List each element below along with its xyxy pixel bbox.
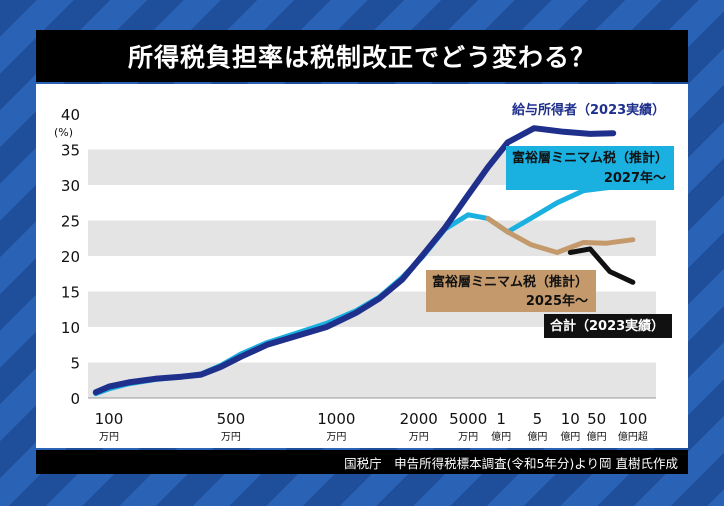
y-tick-label: 0: [70, 390, 80, 408]
x-tick-label: 1000: [317, 410, 355, 428]
series-label: 富裕層ミニマム税（推計） 2025年〜: [426, 270, 596, 312]
series-line: [485, 215, 636, 255]
series-label-text: 富裕層ミニマム税（推計）: [432, 274, 588, 290]
x-tick-label: 500: [217, 410, 246, 428]
y-tick-label: 30: [61, 177, 80, 195]
x-tick-unit: 万円: [458, 432, 478, 443]
x-tick-unit: 億円: [527, 430, 547, 443]
series-label: 給与所得者（2023実績）: [506, 98, 674, 122]
x-tick-unit: 億円超: [618, 430, 648, 443]
x-tick-unit: 億円: [491, 430, 511, 443]
series-label-bg: [544, 314, 672, 338]
x-axis: 100 万円 500 万円 1000 万円 2000 万円 5000 万円 1 億円 5 億円 10 億円 50…: [95, 410, 648, 443]
y-axis: 0 5 10 15 20 25 30 35 40 (%): [54, 106, 80, 408]
page-title: 所得税負担率は税制改正でどう変わる？: [36, 30, 688, 82]
series-line: [92, 125, 617, 396]
series-label-bg: [506, 146, 674, 190]
y-tick-label: 40: [61, 106, 80, 124]
y-tick-label: 15: [61, 284, 80, 302]
x-tick-unit: 万円: [326, 432, 346, 443]
series-line: [567, 246, 636, 285]
x-tick-unit: 万円: [99, 432, 119, 443]
series-labels: 給与所得者（2023実績）富裕層ミニマム税（推計）2027年〜富裕層ミニマム税（…: [426, 98, 674, 338]
y-tick-label: 25: [61, 213, 80, 231]
x-tick-unit: 万円: [221, 432, 241, 443]
y-tick-label: 35: [61, 142, 80, 160]
x-tick-label: 100: [619, 410, 648, 428]
series-lines: [92, 125, 636, 397]
series-label: 富裕層ミニマム税（推計） 2027年〜: [506, 146, 674, 190]
series-label-text: 富裕層ミニマム税（推計）: [512, 150, 668, 166]
y-tick-label: 10: [61, 319, 80, 337]
series-label-bg: [506, 98, 674, 122]
x-tick-label: 1: [496, 410, 506, 428]
x-tick-label: 2000: [400, 410, 438, 428]
x-tick-label: 50: [587, 410, 606, 428]
chart-panel: 0 5 10 15 20 25 30 35 40 (%) 100 万円 500 万円 1000 万円 2000…: [36, 84, 688, 448]
x-tick-label: 10: [561, 410, 580, 428]
source-note: 国税庁 申告所得税標本調査(令和5年分)より岡 直樹氏作成: [36, 450, 688, 474]
x-tick-unit: 億円: [587, 430, 607, 443]
series-label: 合計（2023実績）: [544, 314, 672, 338]
series-label-text: 合計（2023実績）: [550, 318, 664, 334]
x-tick-label: 5: [533, 410, 543, 428]
series-label-bg: [426, 270, 596, 312]
series-label-text: 2027年〜: [604, 170, 666, 186]
x-tick-unit: 億円: [560, 430, 580, 443]
y-tick-label: 20: [61, 248, 80, 266]
y-tick-label: 5: [70, 355, 80, 373]
series-label-text: 給与所得者（2023実績）: [512, 102, 665, 118]
x-tick-label: 100: [95, 410, 124, 428]
x-tick-unit: 万円: [409, 432, 429, 443]
x-tick-label: 5000: [449, 410, 487, 428]
grid-band: [88, 362, 656, 398]
series-label-text: 2025年〜: [526, 293, 588, 309]
y-unit-label: (%): [54, 126, 73, 139]
